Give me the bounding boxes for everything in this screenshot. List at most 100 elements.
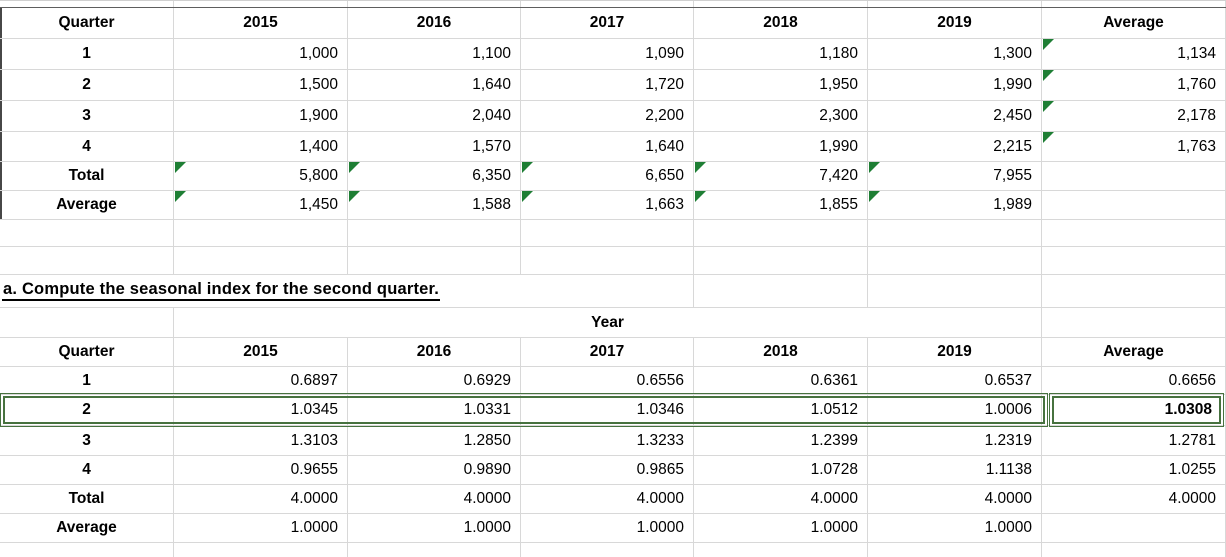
grid-cell[interactable]: [348, 543, 521, 557]
column-header-2015[interactable]: 2015: [174, 338, 348, 366]
value-cell[interactable]: 2,300: [694, 101, 868, 131]
value-cell[interactable]: 1.0000: [174, 514, 348, 542]
value-cell[interactable]: 1,990: [694, 132, 868, 161]
grid-cell[interactable]: [1042, 308, 1226, 337]
value-cell[interactable]: 1.3103: [174, 426, 348, 455]
value-cell[interactable]: 1,990: [868, 70, 1042, 100]
value-cell[interactable]: 1,000: [174, 39, 348, 69]
grid-cell[interactable]: [868, 220, 1042, 246]
value-cell[interactable]: 1.2319: [868, 426, 1042, 455]
value-cell[interactable]: 1,900: [174, 101, 348, 131]
column-header-2018[interactable]: 2018: [694, 8, 868, 38]
value-cell[interactable]: 2,200: [521, 101, 694, 131]
value-cell[interactable]: 1.0345: [174, 395, 348, 425]
row-label-cell[interactable]: 2: [0, 70, 174, 100]
value-cell[interactable]: 0.9655: [174, 456, 348, 484]
section-title-cell[interactable]: a. Compute the seasonal index for the se…: [0, 275, 694, 307]
value-cell[interactable]: 0.6556: [521, 367, 694, 394]
column-header-average[interactable]: Average: [1042, 338, 1226, 366]
value-cell[interactable]: 1.0512: [694, 395, 868, 425]
value-cell[interactable]: 1.0000: [868, 514, 1042, 542]
value-cell[interactable]: 1.0346: [521, 395, 694, 425]
grid-cell[interactable]: [521, 220, 694, 246]
value-cell[interactable]: 1.3233: [521, 426, 694, 455]
value-cell[interactable]: 1,180: [694, 39, 868, 69]
column-header-quarter[interactable]: Quarter: [0, 8, 174, 38]
grid-cell[interactable]: [0, 220, 174, 246]
value-cell[interactable]: 1,989: [868, 191, 1042, 219]
row-label-cell[interactable]: Total: [0, 162, 174, 190]
grid-cell[interactable]: [521, 247, 694, 274]
grid-cell[interactable]: [694, 543, 868, 557]
row-label-cell[interactable]: 3: [0, 101, 174, 131]
value-cell[interactable]: 1.0006: [868, 395, 1042, 425]
row-label-cell[interactable]: 2: [0, 395, 174, 425]
value-cell[interactable]: 1,134: [1042, 39, 1226, 69]
value-cell[interactable]: 2,450: [868, 101, 1042, 131]
value-cell[interactable]: 1,500: [174, 70, 348, 100]
grid-cell[interactable]: [174, 1, 348, 7]
value-cell[interactable]: 4.0000: [521, 485, 694, 513]
value-cell[interactable]: 1.1138: [868, 456, 1042, 484]
grid-cell[interactable]: [348, 247, 521, 274]
grid-cell[interactable]: [1042, 220, 1226, 246]
value-cell[interactable]: 1.2399: [694, 426, 868, 455]
grid-cell[interactable]: [868, 1, 1042, 7]
grid-cell[interactable]: [868, 275, 1042, 307]
value-cell[interactable]: [1042, 514, 1226, 542]
value-cell[interactable]: 1.0000: [521, 514, 694, 542]
grid-cell[interactable]: [174, 543, 348, 557]
row-label-cell[interactable]: Average: [0, 191, 174, 219]
value-cell[interactable]: 4.0000: [174, 485, 348, 513]
value-cell[interactable]: 4.0000: [348, 485, 521, 513]
grid-cell[interactable]: [1042, 543, 1226, 557]
value-cell[interactable]: 1,400: [174, 132, 348, 161]
value-cell[interactable]: 1,855: [694, 191, 868, 219]
value-cell[interactable]: 1,090: [521, 39, 694, 69]
grid-cell[interactable]: [694, 220, 868, 246]
value-cell[interactable]: 1,570: [348, 132, 521, 161]
grid-cell[interactable]: [694, 247, 868, 274]
column-header-2019[interactable]: 2019: [868, 8, 1042, 38]
row-label-cell[interactable]: 1: [0, 367, 174, 394]
value-cell[interactable]: 1,663: [521, 191, 694, 219]
value-cell[interactable]: 1,720: [521, 70, 694, 100]
value-cell[interactable]: 1.0255: [1042, 456, 1226, 484]
grid-cell[interactable]: [1042, 275, 1226, 307]
grid-cell[interactable]: [1042, 247, 1226, 274]
column-header-2018[interactable]: 2018: [694, 338, 868, 366]
row-label-cell[interactable]: Average: [0, 514, 174, 542]
year-banner-cell[interactable]: Year: [174, 308, 1042, 337]
grid-cell[interactable]: [348, 1, 521, 7]
value-cell[interactable]: 1,100: [348, 39, 521, 69]
grid-cell[interactable]: [0, 543, 174, 557]
grid-cell[interactable]: [1042, 1, 1226, 7]
column-header-2016[interactable]: 2016: [348, 8, 521, 38]
column-header-2017[interactable]: 2017: [521, 338, 694, 366]
grid-cell[interactable]: [348, 220, 521, 246]
cut-off-year-cell[interactable]: Year: [521, 1, 694, 7]
grid-cell[interactable]: [174, 247, 348, 274]
row-label-cell[interactable]: 4: [0, 132, 174, 161]
value-cell[interactable]: 0.6361: [694, 367, 868, 394]
value-cell[interactable]: 0.6537: [868, 367, 1042, 394]
value-cell[interactable]: 2,040: [348, 101, 521, 131]
value-cell[interactable]: 1,760: [1042, 70, 1226, 100]
value-cell[interactable]: 1.0308: [1042, 395, 1226, 425]
value-cell[interactable]: 4.0000: [868, 485, 1042, 513]
value-cell[interactable]: 6,350: [348, 162, 521, 190]
value-cell[interactable]: 1.0000: [348, 514, 521, 542]
row-label-cell[interactable]: 1: [0, 39, 174, 69]
grid-cell[interactable]: [694, 275, 868, 307]
value-cell[interactable]: 1,300: [868, 39, 1042, 69]
value-cell[interactable]: 0.9890: [348, 456, 521, 484]
row-label-cell[interactable]: 4: [0, 456, 174, 484]
value-cell[interactable]: 1,763: [1042, 132, 1226, 161]
value-cell[interactable]: 1,640: [521, 132, 694, 161]
grid-cell[interactable]: [868, 247, 1042, 274]
value-cell[interactable]: 1,950: [694, 70, 868, 100]
value-cell[interactable]: 1.2781: [1042, 426, 1226, 455]
value-cell[interactable]: 1.0331: [348, 395, 521, 425]
value-cell[interactable]: 5,800: [174, 162, 348, 190]
value-cell[interactable]: 0.6656: [1042, 367, 1226, 394]
